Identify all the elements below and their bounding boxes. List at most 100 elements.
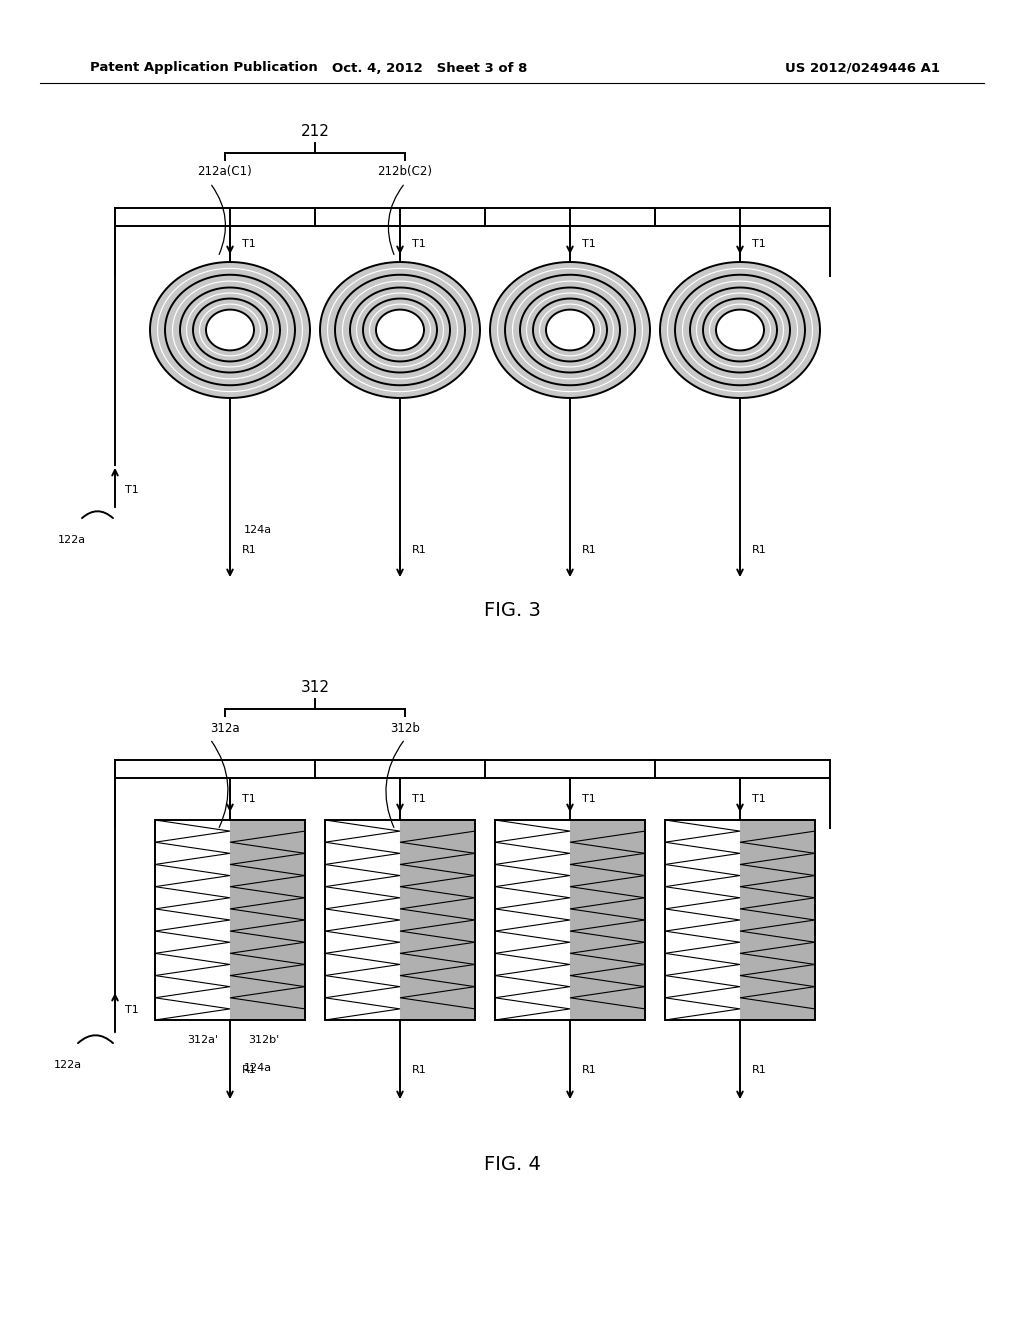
Polygon shape	[325, 931, 400, 953]
Polygon shape	[495, 998, 570, 1020]
Bar	[665, 820, 740, 1020]
Polygon shape	[400, 920, 475, 942]
Polygon shape	[716, 310, 764, 350]
Polygon shape	[740, 986, 815, 1008]
Polygon shape	[570, 986, 645, 1008]
Text: R1: R1	[412, 545, 427, 554]
Polygon shape	[230, 942, 305, 965]
Polygon shape	[325, 820, 400, 842]
Polygon shape	[703, 298, 777, 362]
Polygon shape	[490, 261, 650, 399]
Bar	[155, 820, 230, 1020]
Polygon shape	[495, 887, 570, 909]
Polygon shape	[206, 310, 254, 350]
Text: 122a: 122a	[54, 1060, 82, 1071]
Bar	[495, 820, 570, 1020]
Text: 124a: 124a	[244, 1063, 272, 1073]
Polygon shape	[665, 820, 740, 842]
Text: T1: T1	[242, 795, 256, 804]
Text: 312a: 312a	[210, 722, 240, 734]
Polygon shape	[155, 842, 230, 865]
Polygon shape	[325, 909, 400, 931]
Polygon shape	[325, 887, 400, 909]
Text: US 2012/0249446 A1: US 2012/0249446 A1	[785, 62, 940, 74]
Text: Patent Application Publication: Patent Application Publication	[90, 62, 317, 74]
Polygon shape	[193, 298, 267, 362]
Polygon shape	[155, 820, 230, 842]
Polygon shape	[495, 820, 570, 842]
Bar	[570, 820, 645, 1020]
Text: T1: T1	[752, 239, 766, 249]
Text: R1: R1	[582, 545, 597, 554]
Polygon shape	[740, 965, 815, 986]
Polygon shape	[155, 887, 230, 909]
Bar	[325, 820, 400, 1020]
Polygon shape	[740, 875, 815, 898]
Polygon shape	[665, 887, 740, 909]
Text: T1: T1	[125, 1005, 138, 1015]
Bar	[495, 820, 645, 1020]
Text: FIG. 3: FIG. 3	[483, 601, 541, 619]
Polygon shape	[400, 986, 475, 1008]
Bar	[155, 820, 305, 1020]
Polygon shape	[740, 920, 815, 942]
Polygon shape	[520, 288, 620, 372]
Polygon shape	[665, 909, 740, 931]
Polygon shape	[230, 875, 305, 898]
Polygon shape	[495, 975, 570, 998]
Text: T1: T1	[125, 484, 138, 495]
Polygon shape	[230, 853, 305, 875]
Polygon shape	[325, 998, 400, 1020]
Bar	[665, 820, 815, 1020]
Polygon shape	[321, 261, 480, 399]
Polygon shape	[570, 875, 645, 898]
Polygon shape	[325, 953, 400, 975]
Polygon shape	[495, 842, 570, 865]
Text: 212a(C1): 212a(C1)	[198, 165, 252, 178]
Text: 212b(C2): 212b(C2)	[378, 165, 432, 178]
Polygon shape	[155, 953, 230, 975]
Polygon shape	[690, 288, 790, 372]
Polygon shape	[400, 965, 475, 986]
Polygon shape	[534, 298, 607, 362]
Polygon shape	[180, 288, 280, 372]
Polygon shape	[230, 965, 305, 986]
Polygon shape	[400, 898, 475, 920]
Polygon shape	[570, 898, 645, 920]
Text: 122a: 122a	[58, 535, 86, 545]
Polygon shape	[376, 310, 424, 350]
Text: 212: 212	[301, 124, 330, 140]
Polygon shape	[740, 942, 815, 965]
Text: R1: R1	[412, 1065, 427, 1074]
Text: R1: R1	[752, 1065, 767, 1074]
Text: R1: R1	[242, 1065, 257, 1074]
Polygon shape	[155, 931, 230, 953]
Polygon shape	[665, 998, 740, 1020]
Bar	[740, 820, 815, 1020]
Polygon shape	[335, 275, 465, 385]
Polygon shape	[230, 920, 305, 942]
Text: R1: R1	[752, 545, 767, 554]
Polygon shape	[230, 832, 305, 853]
Polygon shape	[362, 298, 437, 362]
Polygon shape	[570, 832, 645, 853]
Polygon shape	[740, 832, 815, 853]
Polygon shape	[325, 975, 400, 998]
Polygon shape	[495, 909, 570, 931]
Text: T1: T1	[412, 795, 426, 804]
Text: T1: T1	[412, 239, 426, 249]
Polygon shape	[505, 275, 635, 385]
Text: T1: T1	[582, 239, 596, 249]
Text: 312a': 312a'	[186, 1035, 218, 1045]
Polygon shape	[155, 865, 230, 887]
Polygon shape	[400, 875, 475, 898]
Polygon shape	[400, 832, 475, 853]
Text: R1: R1	[242, 545, 257, 554]
Text: R1: R1	[582, 1065, 597, 1074]
Polygon shape	[400, 853, 475, 875]
Text: 124a: 124a	[244, 525, 272, 535]
Polygon shape	[740, 853, 815, 875]
Polygon shape	[325, 865, 400, 887]
Polygon shape	[665, 975, 740, 998]
Polygon shape	[165, 275, 295, 385]
